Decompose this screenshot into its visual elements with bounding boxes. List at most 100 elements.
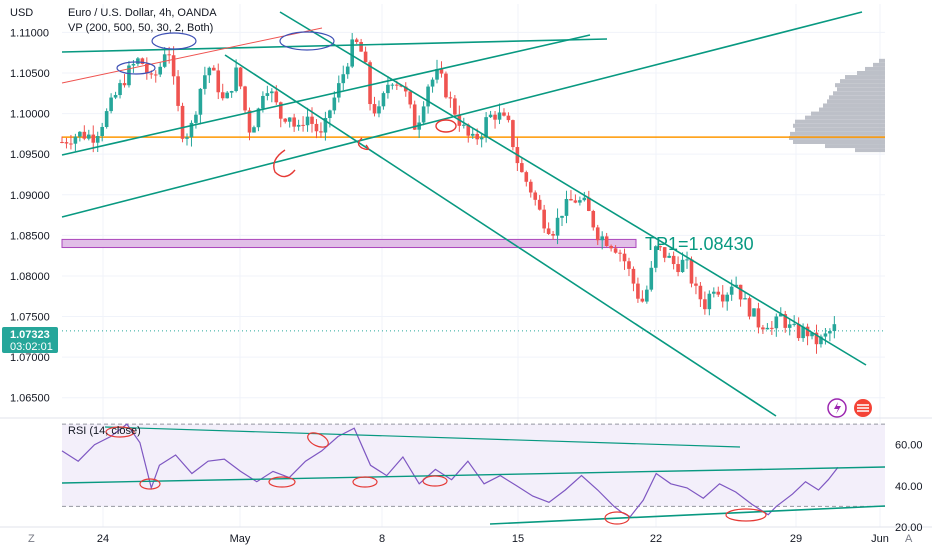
current-price-badge	[2, 327, 58, 353]
candle-body	[582, 197, 587, 201]
candle-body	[533, 192, 538, 200]
candle-body	[752, 308, 756, 317]
candle-body	[292, 117, 296, 127]
auto-scale-button[interactable]: A	[905, 533, 913, 545]
candle-body	[595, 227, 600, 241]
volume-profile-label[interactable]: VP (200, 500, 50, 30, 2, Both)	[68, 22, 213, 34]
volume-profile-bar	[805, 115, 885, 120]
rsi-label[interactable]: RSI (14, close)	[68, 425, 141, 437]
currency-label: USD	[10, 7, 33, 19]
rsi-tick-label: 40.00	[895, 481, 923, 493]
auto-scale-label: A	[905, 533, 913, 545]
candle-body	[243, 86, 247, 111]
blue-circle-marker	[151, 32, 197, 50]
candle-body	[198, 88, 203, 115]
lightning-icon[interactable]	[827, 398, 847, 418]
candle-body	[167, 54, 171, 56]
volume-profile-bar	[827, 99, 885, 104]
candle-body	[792, 323, 796, 325]
candle-body	[390, 84, 395, 86]
candle-body	[131, 63, 136, 66]
candle-body	[560, 215, 564, 218]
rsi-tick-label: 20.00	[895, 522, 923, 534]
volume-profile-bar	[855, 148, 885, 153]
candle-body	[631, 268, 636, 284]
volume-profile-bar	[857, 71, 885, 75]
blue-circle-marker	[116, 61, 156, 75]
current-price-value: 1.07323	[10, 329, 50, 341]
candle-body	[747, 298, 752, 317]
candle-body	[109, 97, 113, 112]
candle-body	[211, 67, 216, 71]
candle-body	[819, 336, 823, 345]
volume-profile-bar	[790, 131, 885, 136]
candle-body	[774, 316, 779, 329]
candle-body	[636, 283, 640, 299]
time-tick-label: 8	[379, 533, 385, 545]
candle-body	[332, 97, 337, 111]
candle-body	[573, 200, 578, 203]
candle-body	[78, 131, 82, 137]
candle-body	[323, 117, 328, 133]
price-tick-label: 1.08000	[10, 271, 50, 283]
candle-body	[528, 181, 533, 193]
candle-body	[435, 69, 439, 80]
candle-body	[372, 104, 377, 114]
zoom-button[interactable]: Z	[28, 533, 35, 545]
candle-body	[270, 91, 274, 94]
rsi-trendline	[489, 505, 886, 525]
rsi-red-marker	[422, 475, 448, 487]
volume-profile-bar	[845, 75, 885, 80]
candle-body	[189, 122, 194, 138]
candle-body	[185, 137, 189, 139]
rsi-trendline	[104, 426, 741, 448]
candle-body	[104, 111, 109, 127]
candle-body	[653, 246, 658, 268]
tp-annotation: TP1=1.08430	[645, 234, 754, 254]
candle-body	[475, 133, 479, 140]
candle-body	[622, 253, 627, 262]
candle-body	[426, 86, 430, 107]
volume-profile-bar	[829, 95, 885, 100]
volume-profile-bar	[789, 135, 885, 140]
candle-body	[444, 73, 448, 98]
support-zone	[61, 238, 637, 249]
candle-body	[506, 115, 511, 121]
candle-body	[386, 84, 390, 94]
candle-body	[247, 110, 252, 133]
price-tick-label: 1.11000	[10, 27, 49, 39]
candle-body	[314, 123, 319, 132]
candle-body	[497, 112, 502, 120]
candle-body	[86, 134, 91, 139]
candle-body	[734, 284, 738, 287]
price-tick-label: 1.07000	[10, 352, 50, 364]
candle-body	[609, 245, 613, 249]
candle-body	[685, 259, 689, 261]
candle-body	[395, 84, 399, 86]
time-tick-label: 15	[512, 533, 524, 545]
candle-body	[412, 104, 417, 130]
volume-profile-bar	[795, 119, 885, 124]
candle-body	[743, 298, 747, 300]
candle-body	[265, 93, 270, 96]
candle-body	[667, 255, 671, 258]
symbol-title[interactable]: Euro / U.S. Dollar, 4h, OANDA	[68, 7, 217, 19]
rsi-red-marker	[139, 478, 161, 490]
price-tick-label: 1.07500	[10, 312, 50, 324]
candle-body	[350, 39, 354, 67]
candle-body	[171, 55, 176, 77]
candle-body	[408, 91, 413, 105]
price-tick-label: 1.06500	[10, 393, 50, 405]
candle-body	[118, 83, 122, 96]
candle-body	[479, 137, 484, 140]
candle-body	[712, 291, 716, 294]
candle-body	[618, 252, 622, 254]
candle-body	[613, 248, 618, 253]
candle-body	[113, 95, 118, 98]
flag-icon[interactable]	[854, 399, 872, 417]
candle-body	[770, 327, 774, 329]
candle-body	[354, 39, 359, 43]
candle-body	[448, 97, 453, 99]
blue-circle-marker	[279, 31, 335, 51]
